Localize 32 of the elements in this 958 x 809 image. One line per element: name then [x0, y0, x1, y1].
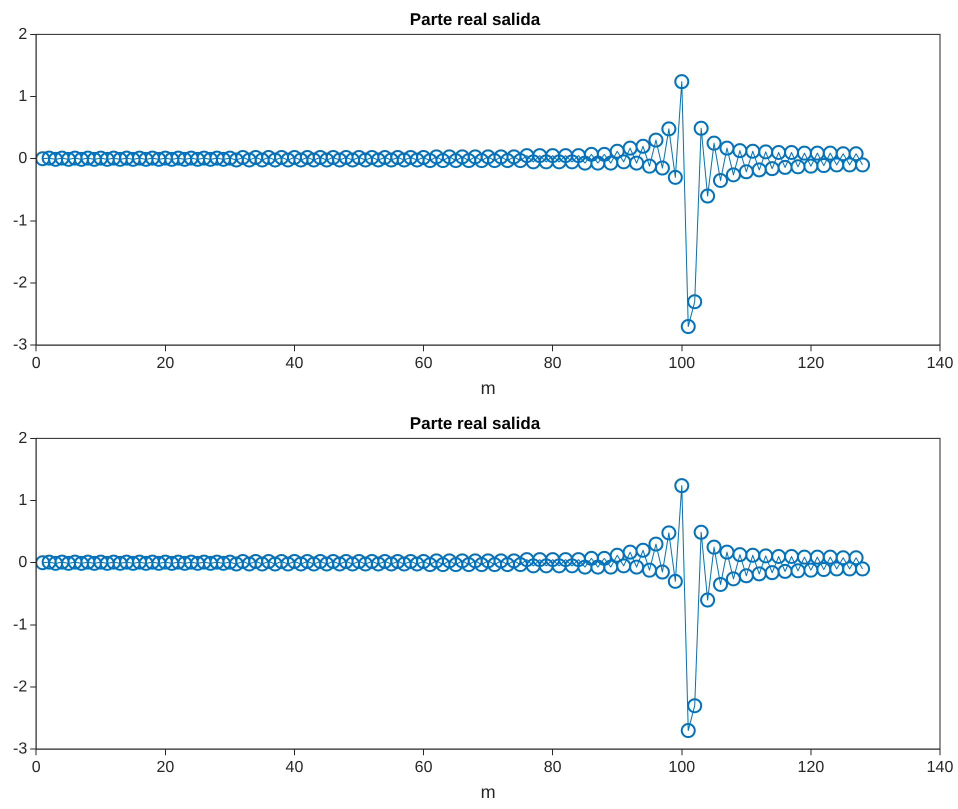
- x-tick-label: 80: [544, 759, 562, 776]
- y-tick-label: 2: [18, 26, 28, 43]
- y-tick-label: 0: [18, 554, 28, 572]
- x-tick-label: 60: [414, 355, 433, 372]
- y-tick-label: -3: [12, 740, 28, 758]
- x-tick-label: 120: [798, 759, 824, 776]
- x-tick-label: 60: [414, 759, 433, 776]
- x-tick-label: 80: [544, 355, 562, 372]
- y-tick-label: -2: [12, 678, 28, 696]
- x-tick-label: 20: [156, 759, 174, 776]
- x-tick-label: 40: [286, 759, 304, 776]
- y-tick-label: 2: [18, 430, 28, 447]
- x-tick-label: 0: [32, 759, 41, 776]
- x-tick-label: 100: [668, 355, 696, 372]
- chart-title: Parte real salida: [410, 10, 541, 29]
- x-tick-label: 100: [668, 759, 696, 776]
- y-tick-label: 0: [18, 150, 28, 168]
- y-tick-label: -2: [12, 274, 28, 292]
- y-tick-label: -1: [12, 616, 28, 634]
- x-tick-label: 40: [286, 355, 304, 372]
- y-tick-label: -1: [12, 212, 28, 230]
- x-axis-title: m: [480, 782, 496, 802]
- y-tick-label: 1: [18, 88, 28, 105]
- x-axis-title: m: [480, 378, 496, 398]
- y-tick-label: 1: [18, 492, 28, 509]
- y-tick-label: -3: [12, 336, 28, 354]
- x-tick-label: 0: [32, 355, 41, 372]
- x-tick-label: 140: [926, 759, 954, 776]
- x-tick-label: 20: [156, 355, 174, 372]
- x-tick-label: 120: [798, 355, 824, 372]
- chart-title: Parte real salida: [410, 414, 541, 433]
- x-tick-label: 140: [926, 355, 954, 372]
